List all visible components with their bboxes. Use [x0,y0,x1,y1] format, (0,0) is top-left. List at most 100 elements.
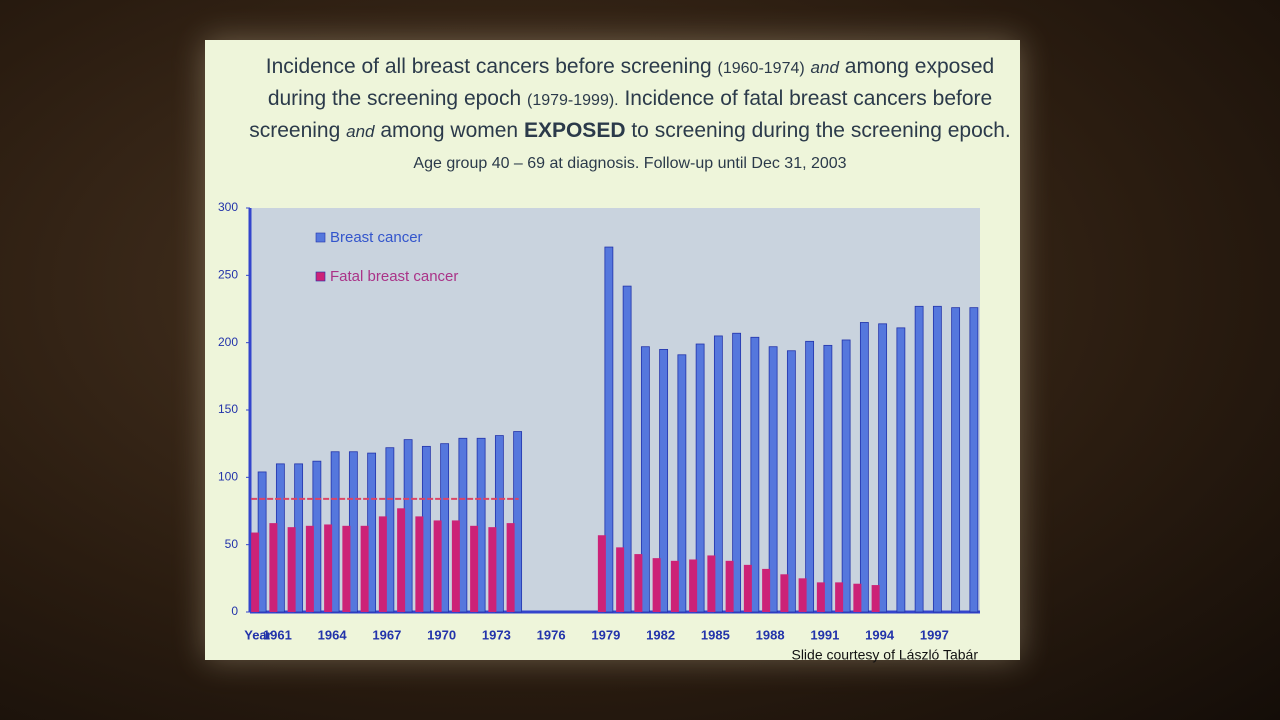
y-tick-label: 0 [231,604,238,618]
bar [798,578,807,612]
bar [440,443,450,613]
title-text: to screening during the screening epoch. [631,119,1011,142]
bar [871,585,880,612]
bar [616,547,625,612]
legend-swatch [315,271,326,282]
bar [305,525,314,612]
title-text: (1979-1999). [527,92,619,109]
bar [732,332,742,613]
x-tick-label: 1985 [701,627,730,642]
bar [622,285,632,613]
bar [743,564,752,612]
bar [762,568,771,612]
bar [768,346,778,613]
bar [652,558,661,612]
bar [604,246,614,613]
x-tick-label: 1991 [810,627,839,642]
bar [932,305,942,613]
title-text: Age group 40 – 69 at diagnosis. Follow-u… [413,155,847,172]
bar [294,463,304,613]
bar [835,582,844,612]
bar [458,437,468,613]
bar [385,447,395,613]
x-tick-label: 1997 [920,627,949,642]
title-text: among women [380,119,519,142]
bar [951,307,961,613]
bar [494,435,504,613]
bar [725,560,734,612]
bar [805,340,815,613]
slide-title: Incidence of all breast cancers before s… [235,52,1025,179]
x-tick-label: 1976 [537,627,566,642]
bar [816,582,825,612]
title-text: Incidence of fatal breast cancers before… [249,87,993,142]
bar [415,516,424,612]
bar [287,527,296,612]
bar [695,343,705,613]
bar [275,463,285,613]
y-tick-label: 200 [218,335,238,349]
bar [597,535,606,612]
bar [713,335,723,613]
y-tick-label: 50 [225,537,239,551]
title-text: and [810,58,839,77]
title-text: and [346,122,375,141]
title-text: Incidence of all breast cancers before s… [265,55,712,78]
bar [488,527,497,612]
x-tick-label: 1964 [318,627,348,642]
bar [878,323,888,613]
bar [451,520,460,612]
bar [841,339,851,613]
bar [859,322,869,613]
bar [677,354,687,613]
bar [312,460,322,613]
bar [896,327,906,613]
bar [914,305,924,613]
bar [360,525,369,612]
y-tick-label: 100 [218,470,238,484]
legend-label: Fatal breast cancer [330,268,458,285]
bar [750,336,760,613]
bar [476,437,486,613]
bar [853,583,862,612]
x-tick-label: 1961 [263,627,292,642]
bar [324,524,333,612]
bar [786,350,796,613]
x-tick-label: 1967 [372,627,401,642]
bar [659,348,669,613]
bar [780,574,789,612]
legend-swatch [315,232,326,243]
bar [257,471,267,613]
x-tick-label: 1982 [646,627,675,642]
bar [433,520,442,612]
bar [689,559,698,612]
bar [421,445,431,613]
bar [403,439,413,613]
bar [513,431,523,613]
bar [640,346,650,613]
bar [342,525,351,612]
bar [367,452,377,613]
bar [969,307,979,613]
y-tick-label: 250 [218,268,238,282]
x-tick-label: 1979 [591,627,620,642]
x-tick-label: 1994 [865,627,895,642]
y-tick-label: 300 [218,200,238,214]
title-text: EXPOSED [523,119,626,142]
x-tick-label: 1988 [756,627,785,642]
title-text: (1960-1974) [717,60,805,77]
bar [506,523,515,612]
x-tick-label: 1973 [482,627,511,642]
bar [823,344,833,613]
bar [330,451,340,613]
bar [670,560,679,612]
bar [378,516,387,612]
title-text: among exposed during the screening epoch [267,55,995,110]
x-axis-label: Year [244,627,271,642]
bar [251,532,260,612]
y-tick-label: 150 [218,402,238,416]
bar [707,555,716,612]
x-tick-label: 1970 [427,627,456,642]
